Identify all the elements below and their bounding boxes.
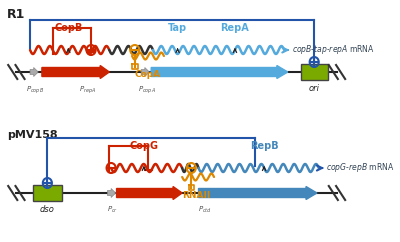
Text: dso: dso: [40, 205, 55, 214]
Text: $P_{cr}$: $P_{cr}$: [107, 205, 118, 215]
Text: RNAII: RNAII: [182, 191, 211, 200]
Bar: [300, 64, 328, 80]
Text: RepA: RepA: [220, 23, 249, 33]
Text: $P_{ctd}$: $P_{ctd}$: [198, 205, 212, 215]
Text: $\it{copG}$-$\it{repB}$ mRNA: $\it{copG}$-$\it{repB}$ mRNA: [326, 161, 394, 174]
FancyArrow shape: [108, 189, 116, 197]
Text: R1: R1: [7, 8, 26, 21]
Text: RepB: RepB: [250, 141, 278, 151]
Text: CopB: CopB: [54, 23, 82, 33]
FancyArrow shape: [198, 187, 317, 199]
Text: Tap: Tap: [168, 23, 187, 33]
Text: $P_{copA}$: $P_{copA}$: [138, 84, 156, 96]
Text: ori: ori: [309, 84, 320, 93]
Bar: [33, 185, 62, 201]
Text: $P_{copB}$: $P_{copB}$: [26, 84, 44, 96]
Text: $\it{copB}$-$\it{tap}$-$\it{repA}$ mRNA: $\it{copB}$-$\it{tap}$-$\it{repA}$ mRNA: [292, 44, 375, 56]
FancyArrow shape: [206, 189, 214, 197]
FancyArrow shape: [116, 187, 182, 199]
FancyArrow shape: [173, 68, 181, 76]
Text: pMV158: pMV158: [7, 130, 58, 140]
Text: CopG: CopG: [129, 141, 158, 151]
FancyArrow shape: [42, 66, 109, 78]
FancyArrow shape: [151, 66, 288, 78]
FancyArrow shape: [82, 68, 90, 76]
Text: CopA: CopA: [134, 70, 160, 79]
Text: $P_{repA}$: $P_{repA}$: [79, 84, 96, 96]
FancyArrow shape: [30, 68, 38, 76]
FancyArrow shape: [141, 68, 149, 76]
